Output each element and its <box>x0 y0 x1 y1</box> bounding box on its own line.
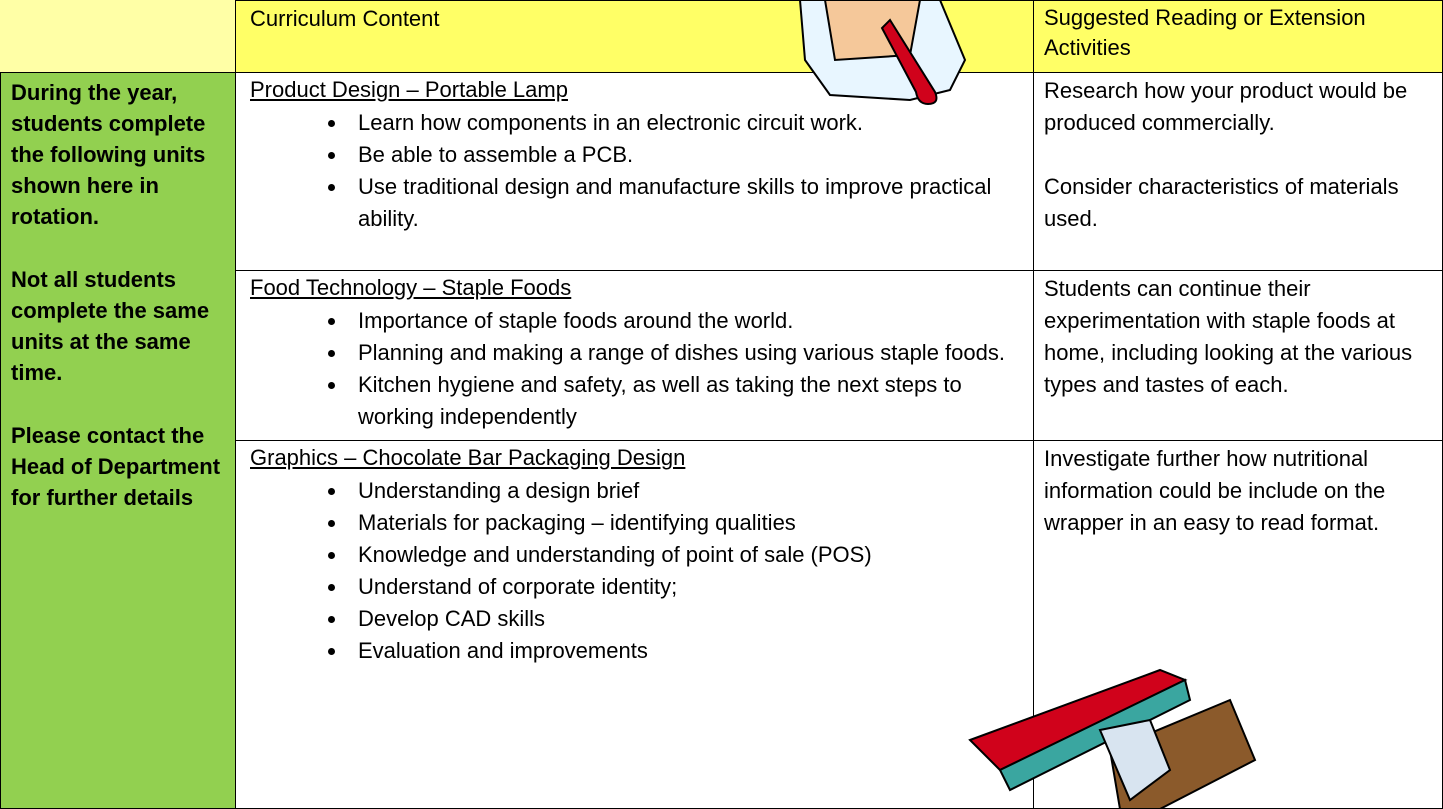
bullet: Evaluation and improvements <box>348 635 1033 667</box>
bullet: Learn how components in an electronic ci… <box>348 107 1033 139</box>
content-cell: Graphics – Chocolate Bar Packaging Desig… <box>235 440 1034 809</box>
bullet-list: Learn how components in an electronic ci… <box>236 107 1033 235</box>
unit-title: Graphics – Chocolate Bar Packaging Desig… <box>250 445 686 470</box>
bullet: Be able to assemble a PCB. <box>348 139 1033 171</box>
bullet: Knowledge and understanding of point of … <box>348 539 1033 571</box>
suggestion-cell: Investigate further how nutritional info… <box>1033 440 1443 809</box>
content-cell: Food Technology – Staple Foods Importance… <box>235 270 1034 441</box>
suggestion-cell: Research how your product would be produ… <box>1033 72 1443 271</box>
bullet: Use traditional design and manufacture s… <box>348 171 1033 235</box>
bullet: Importance of staple foods around the wo… <box>348 305 1033 337</box>
bullet: Planning and making a range of dishes us… <box>348 337 1033 369</box>
bullet: Understanding a design brief <box>348 475 1033 507</box>
suggestion-text: Investigate further how nutritional info… <box>1044 446 1386 535</box>
suggestion-text: Consider characteristics of materials us… <box>1044 174 1399 231</box>
sidebar-text: Please contact the Head of Department fo… <box>11 423 221 510</box>
tool-clipart <box>798 0 967 106</box>
bullet-list: Understanding a design briefMaterials fo… <box>236 475 1033 667</box>
header-text: Curriculum Content <box>250 6 440 31</box>
content-cell: Product Design – Portable Lamp Learn how … <box>235 72 1034 271</box>
sidebar-text: Not all students complete the same units… <box>11 267 210 385</box>
suggestion-cell: Students can continue their experimentat… <box>1033 270 1443 441</box>
unit-title: Product Design – Portable Lamp <box>250 77 568 102</box>
header-cell: Suggested Reading or Extension Activitie… <box>1033 0 1443 73</box>
header-text: Suggested Reading or Extension Activitie… <box>1044 5 1366 60</box>
bullet: Materials for packaging – identifying qu… <box>348 507 1033 539</box>
sidebar: During the year, students complete the f… <box>0 72 236 809</box>
bullet: Kitchen hygiene and safety, as well as t… <box>348 369 1033 433</box>
bullet: Develop CAD skills <box>348 603 1033 635</box>
corner <box>0 0 236 73</box>
bullet-list: Importance of staple foods around the wo… <box>236 305 1033 433</box>
suggestion-text: Research how your product would be produ… <box>1044 78 1408 135</box>
chocolate-clipart <box>968 668 1257 809</box>
unit-title: Food Technology – Staple Foods <box>250 275 572 300</box>
bullet: Understand of corporate identity; <box>348 571 1033 603</box>
suggestion-text: Students can continue their experimentat… <box>1044 276 1413 397</box>
sidebar-text: During the year, students complete the f… <box>11 80 206 229</box>
